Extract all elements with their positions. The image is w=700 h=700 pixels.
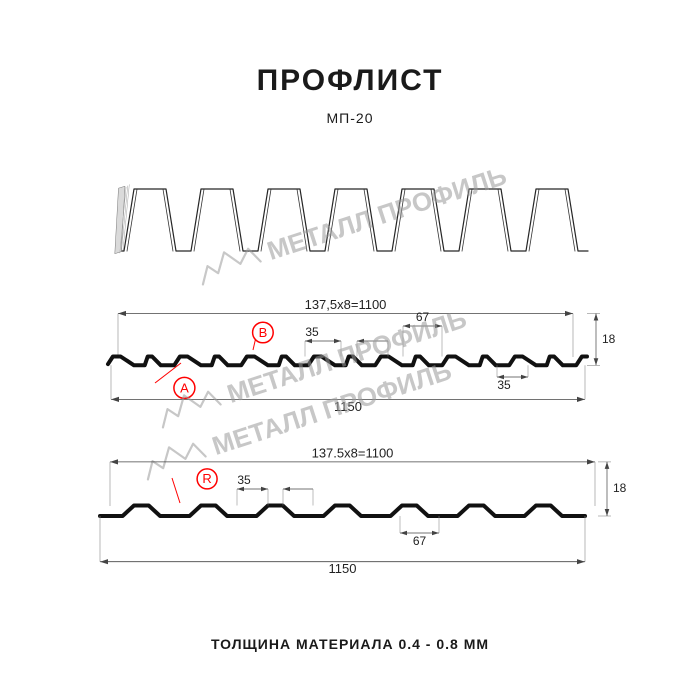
svg-text:35: 35 — [237, 473, 251, 487]
svg-text:35: 35 — [497, 378, 511, 392]
svg-text:МЕТАЛЛ ПРОФИЛЬ: МЕТАЛЛ ПРОФИЛЬ — [263, 160, 510, 266]
svg-text:18: 18 — [613, 481, 627, 495]
svg-text:A: A — [180, 381, 189, 396]
svg-text:R: R — [202, 471, 211, 486]
svg-text:35: 35 — [305, 325, 319, 339]
svg-text:137,5x8=1100: 137,5x8=1100 — [305, 297, 387, 312]
svg-text:B: B — [259, 325, 268, 340]
svg-text:1150: 1150 — [329, 561, 357, 576]
svg-text:137.5x8=1100: 137.5x8=1100 — [312, 445, 394, 460]
svg-text:18: 18 — [602, 332, 616, 346]
svg-text:67: 67 — [413, 534, 427, 548]
